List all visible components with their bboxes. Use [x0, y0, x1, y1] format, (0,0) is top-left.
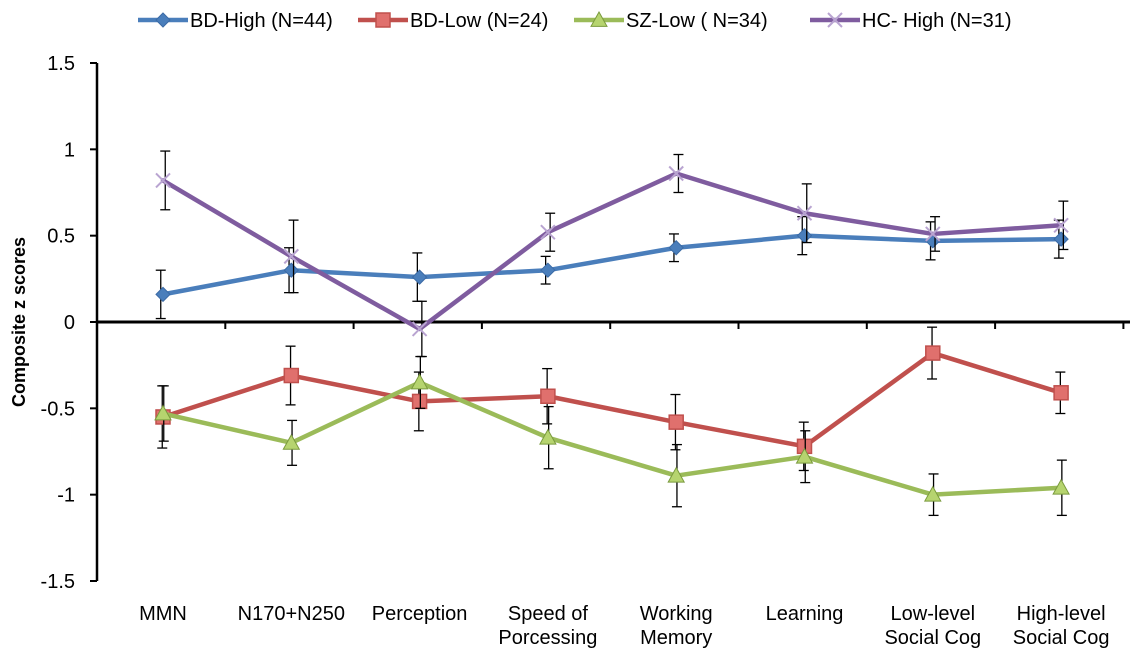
data-point [155, 172, 171, 189]
legend-label: BD-High (N=44) [190, 10, 333, 32]
data-point-stroke [796, 205, 813, 221]
x-category-label-line: Social Cog [1013, 627, 1110, 649]
data-point-stroke [411, 321, 428, 337]
x-category-label-line: Porcessing [498, 627, 597, 649]
data-point [796, 205, 813, 221]
x-category-label: Low-level Social Cog [884, 603, 981, 649]
y-tick-label: -1 [57, 485, 75, 507]
legend-marker-stroke [827, 12, 843, 28]
x-category-label-line: Perception [372, 603, 468, 625]
x-category-label-line: Low-level [891, 603, 975, 625]
y-tick-label: -1.5 [41, 571, 75, 593]
legend-item: HC- High (N=31) [810, 10, 1011, 32]
data-point-stroke [283, 248, 300, 265]
data-point-stroke [1053, 217, 1069, 234]
data-point [1053, 385, 1069, 401]
series-line [160, 233, 1064, 297]
x-category-label: Learning [766, 603, 844, 625]
series-4 [155, 150, 1069, 358]
series-2 [155, 326, 1069, 472]
data-point [410, 373, 429, 390]
series-line [160, 350, 1064, 449]
x-category-label: N170+N250 [238, 603, 345, 625]
data-point [796, 227, 813, 244]
legend-marker [155, 12, 171, 28]
y-tick-label: 0.5 [47, 226, 75, 248]
data-point [411, 269, 428, 285]
series-1 [155, 216, 1069, 320]
data-point-stroke [155, 172, 171, 189]
x-category-label-line: Speed of [508, 603, 589, 625]
series-3 [154, 355, 1070, 517]
data-point [411, 393, 428, 410]
x-category-label: Speed of Porcessing [498, 603, 597, 649]
y-tick-label: 1 [64, 139, 75, 161]
data-point [540, 262, 556, 278]
data-point [282, 433, 301, 450]
data-point [283, 262, 300, 278]
data-point-stroke [925, 226, 941, 242]
y-axis-title: Composite z scores [9, 237, 29, 407]
series-group [154, 150, 1070, 517]
x-category-label: Perception [372, 603, 468, 625]
x-category-label-line: Social Cog [884, 627, 981, 649]
data-point-stroke [668, 165, 684, 182]
data-point [540, 388, 556, 404]
data-point-stroke [540, 224, 556, 240]
y-tick-label: -0.5 [41, 398, 75, 420]
x-category-label-line: Working [640, 603, 713, 625]
x-category-label-line: High-level [1017, 603, 1106, 625]
legend-item: SZ-Low ( N=34) [574, 10, 768, 32]
legend-item: BD-Low (N=24) [358, 10, 548, 32]
x-category-label: High-level Social Cog [1013, 603, 1110, 649]
x-category-label-line: Memory [640, 627, 712, 649]
legend: BD-High (N=44) BD-Low (N=24) SZ-Low ( N=34… [138, 10, 1011, 32]
series-line [160, 171, 1064, 332]
data-point [540, 224, 556, 240]
data-point [283, 367, 300, 384]
data-point [923, 485, 942, 502]
legend-label: BD-Low (N=24) [410, 10, 548, 32]
legend-marker [375, 12, 391, 28]
y-tick-label: 1.5 [47, 53, 75, 75]
x-category-label: MMN [139, 603, 187, 625]
data-point [1052, 478, 1070, 495]
data-point [283, 248, 300, 265]
legend-marker [827, 12, 843, 28]
x-category-label-line: N170+N250 [238, 603, 345, 625]
y-axis-title-group: Composite z scores [9, 237, 29, 407]
y-tick-labels: 1.5 1 0.5 0 -0.5 -1 -1.5 [41, 53, 75, 593]
x-tick-labels: MMN N170+N250 Perception Speed of Porcessing… [139, 603, 1109, 649]
data-point [154, 404, 172, 421]
data-point [795, 447, 814, 464]
data-point [411, 321, 428, 337]
data-point [667, 466, 686, 483]
data-point [155, 286, 171, 303]
legend-item: BD-High (N=44) [138, 10, 333, 32]
series-line [160, 380, 1064, 497]
axes [90, 62, 1130, 582]
data-point [1053, 217, 1069, 234]
y-tick-label: 0 [64, 312, 75, 334]
legend-marker [590, 10, 608, 27]
x-category-label-line: Learning [766, 603, 844, 625]
data-point [925, 345, 941, 361]
x-category-label: Working Memory [640, 603, 713, 649]
data-point [539, 428, 557, 445]
legend-label: HC- High (N=31) [862, 10, 1011, 32]
x-category-label-line: MMN [139, 603, 187, 625]
data-point [668, 414, 684, 430]
data-point [1053, 231, 1069, 247]
legend-label: SZ-Low ( N=34) [626, 10, 768, 32]
data-point [668, 165, 684, 182]
data-point [668, 240, 684, 256]
data-point [925, 226, 941, 242]
